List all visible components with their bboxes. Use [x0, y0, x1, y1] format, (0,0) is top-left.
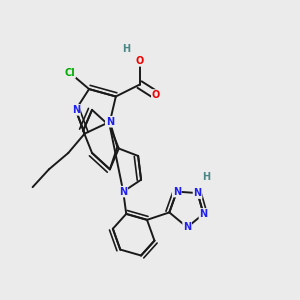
Text: H: H — [122, 44, 130, 54]
Text: N: N — [200, 209, 208, 219]
Text: N: N — [72, 105, 80, 115]
Text: N: N — [194, 188, 202, 198]
Text: O: O — [152, 90, 160, 100]
Text: N: N — [119, 187, 127, 196]
Text: N: N — [173, 187, 181, 196]
Text: O: O — [136, 56, 144, 66]
Text: H: H — [202, 172, 211, 182]
Text: N: N — [183, 222, 191, 232]
Text: Cl: Cl — [64, 68, 75, 78]
Text: N: N — [106, 117, 114, 127]
